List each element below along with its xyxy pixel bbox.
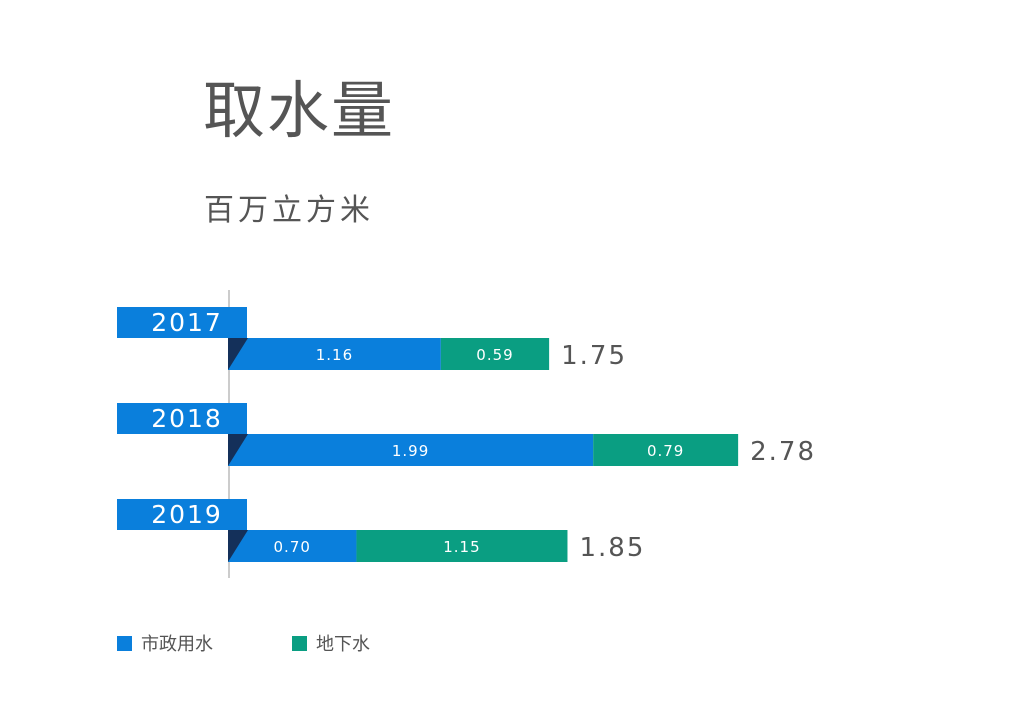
segment-label-2019-1: 1.15 [443,538,480,556]
year-label-2018: 2018 [151,404,223,433]
bar-fold-2019 [228,530,248,562]
bar-segment-2018-1 [593,434,739,466]
bar-segment-2018-0 [228,434,594,466]
bar-segment-2019-1 [356,530,568,562]
segment-label-2018-1: 0.79 [647,442,684,460]
bar-segment-2019-0 [228,530,357,562]
bar-segment-2017-0 [228,338,441,370]
chart-title: 取水量 [203,74,396,147]
segment-label-2017-1: 0.59 [476,346,513,364]
total-label-2019: 1.85 [579,533,645,563]
year-tab-2018 [117,403,247,434]
legend-label-municipal: 市政用水 [141,634,213,655]
chart-subtitle: 百万立方米 [204,193,374,228]
legend-item-groundwater: 地下水 [292,630,370,656]
segment-label-2019-0: 0.70 [274,538,311,556]
year-tab-2019 [117,499,247,530]
total-label-2018: 2.78 [750,437,816,467]
legend-swatch-municipal [117,635,132,651]
legend-item-municipal: 市政用水 [117,630,213,656]
year-label-2017: 2017 [151,308,223,337]
segment-label-2018-0: 1.99 [392,442,429,460]
total-label-2017: 1.75 [561,341,627,371]
segment-label-2017-0: 1.16 [316,346,353,364]
legend-swatch-groundwater [292,635,307,651]
bar-fold-2017 [228,338,248,370]
legend-label-groundwater: 地下水 [316,634,370,655]
year-tab-2017 [117,307,247,338]
bar-fold-2018 [228,434,248,466]
bar-segment-2017-1 [440,338,550,370]
year-label-2019: 2019 [151,500,223,529]
